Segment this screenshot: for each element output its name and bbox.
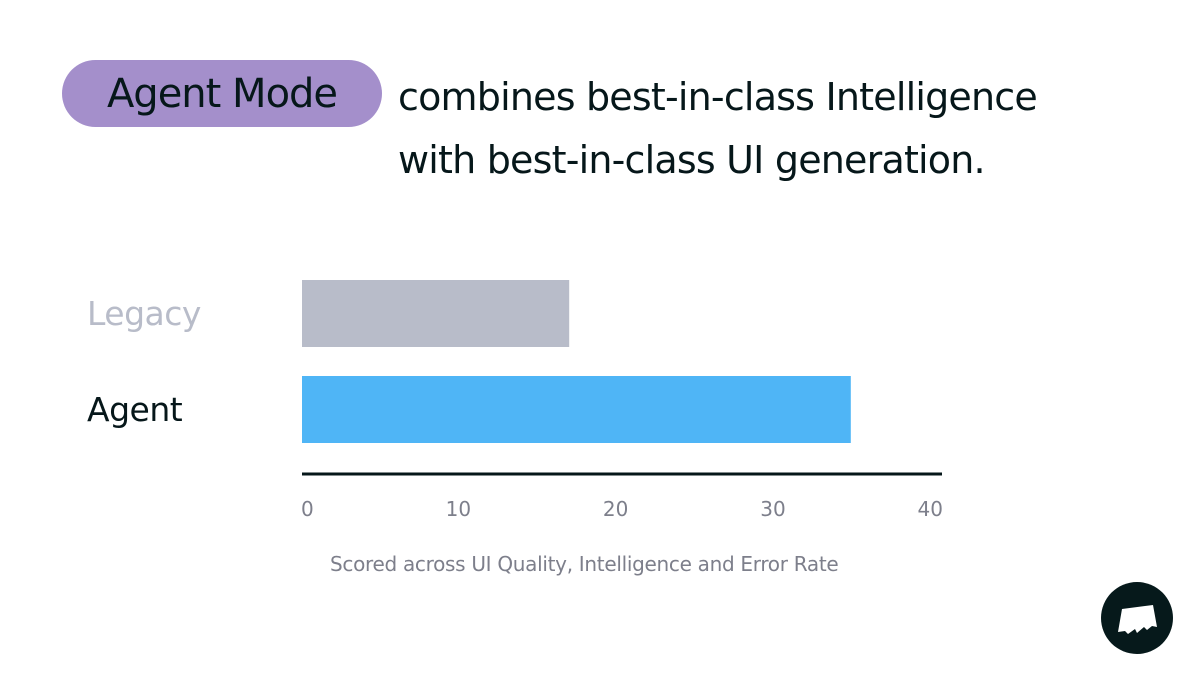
tick-label: 10 [445, 497, 472, 521]
logo-icon [1101, 582, 1173, 654]
tick-label: 40 [917, 497, 943, 521]
agent-mode-badge: Agent Mode [62, 60, 382, 127]
category-label-legacy: Legacy [87, 294, 201, 333]
headline-line-2: with best-in-class UI generation. [398, 138, 986, 182]
tick-label: 0 [301, 497, 314, 521]
tick-label: 30 [760, 497, 786, 521]
bar-agent [302, 376, 851, 443]
bar-legacy [302, 280, 570, 347]
category-label-agent: Agent [87, 390, 183, 429]
x-axis-label: Scored across UI Quality, Intelligence a… [330, 552, 839, 576]
headline-line-1: combines best-in-class Intelligence [398, 75, 1038, 119]
tick-label: 20 [602, 497, 629, 521]
headline: combines best-in-class Intelligence with… [398, 66, 1158, 192]
badge-text: Agent Mode [106, 70, 338, 117]
x-axis-ticks: 0 10 20 30 40 [301, 497, 943, 521]
